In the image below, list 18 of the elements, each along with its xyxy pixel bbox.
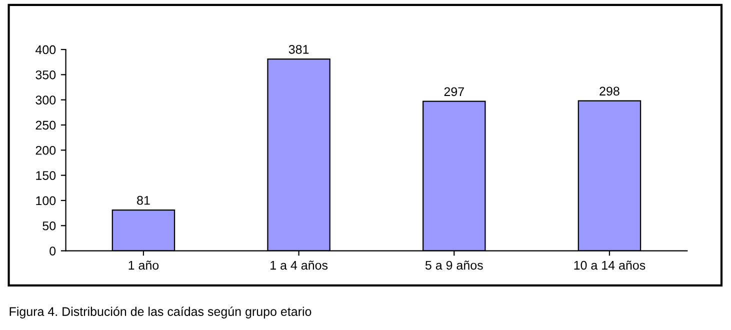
- y-tick-label: 200: [36, 146, 56, 155]
- y-tick-label: 300: [36, 96, 56, 104]
- data-label: 297: [444, 87, 464, 96]
- text: Figura 4. Distribución de las caídas según grupo etario: [10, 306, 312, 318]
- x-tick-label: 1 año: [128, 260, 159, 270]
- x-tick-label: 5 a 9 años: [425, 260, 483, 270]
- data-label: 298: [600, 86, 620, 96]
- y-tick-label: 400: [36, 45, 56, 54]
- data-label: 81: [137, 196, 150, 205]
- y-tick-label: 50: [42, 221, 56, 230]
- x-tick-label: 10 a 14 años: [574, 260, 646, 270]
- y-tick-label: 250: [36, 120, 56, 130]
- y-tick-label: 100: [36, 196, 56, 206]
- x-tick-label: 1 a 4 años: [270, 260, 328, 270]
- y-tick-label: 350: [36, 70, 56, 80]
- data-label: 381: [288, 44, 309, 54]
- y-tick-label: 150: [36, 171, 56, 180]
- y-tick-label: 0: [50, 246, 56, 256]
